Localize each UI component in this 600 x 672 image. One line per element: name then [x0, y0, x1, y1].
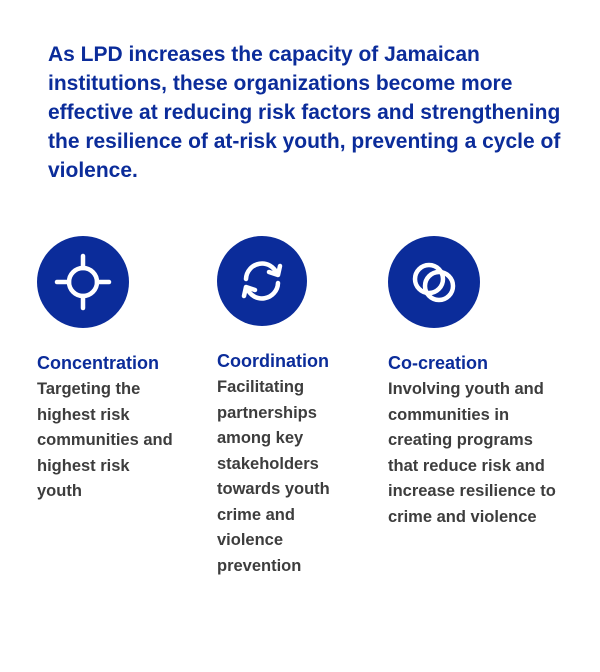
pillar-concentration: Concentration Targeting the highest risk… — [37, 236, 207, 505]
pillar-title: Coordination — [217, 351, 329, 371]
crosshair-icon — [37, 236, 129, 328]
linked-rings-icon — [388, 236, 480, 328]
cycle-arrows-icon — [217, 236, 307, 326]
pillar-title: Co-creation — [388, 353, 489, 373]
pillar-coordination: Coordination Facilitating partnerships a… — [217, 236, 387, 579]
intro-text: As LPD increases the capacity of Jamaica… — [48, 43, 561, 182]
pillar-description: Targeting the highest risk communities a… — [37, 380, 173, 500]
pillar-description: Involving youth and communities in creat… — [388, 380, 556, 526]
pillar-title: Concentration — [37, 353, 160, 373]
pillar-description: Facilitating partnerships among key stak… — [217, 378, 330, 575]
pillar-co-creation: Co-creation Involving youth and communit… — [388, 236, 558, 530]
